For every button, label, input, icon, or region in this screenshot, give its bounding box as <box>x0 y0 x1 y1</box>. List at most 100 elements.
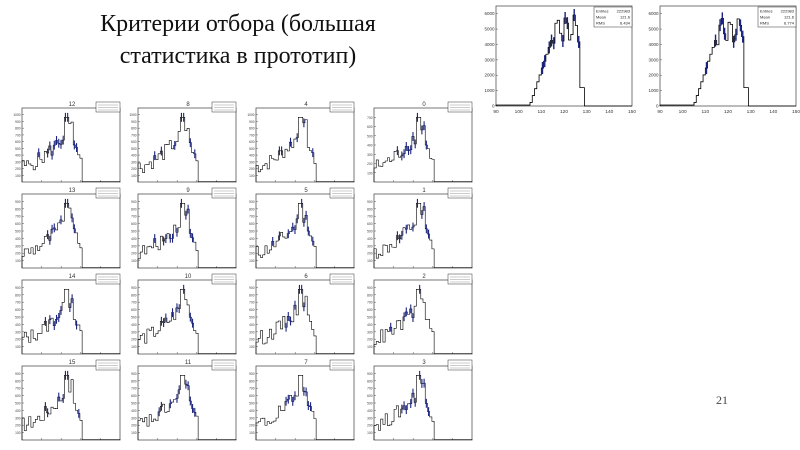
y-tick-label: 800 <box>249 293 255 297</box>
y-tick-label: 600 <box>131 222 137 226</box>
x-tick-label: 150 <box>792 109 800 115</box>
histogram-line <box>255 117 355 182</box>
y-tick-label: 100 <box>15 259 21 263</box>
histogram-panel-2: 2 100 200 300 400 500 600 700 800 900 <box>367 273 473 355</box>
y-tick-label: 5000 <box>484 27 495 32</box>
histogram-line <box>137 203 237 268</box>
stats-box <box>447 273 473 285</box>
x-tick-label: 100 <box>515 109 523 115</box>
stats-box <box>211 359 237 371</box>
stats-box <box>329 359 355 371</box>
y-tick-label: 800 <box>249 127 255 131</box>
stats-box <box>447 359 473 371</box>
panel-title: 7 <box>304 360 308 366</box>
panel-title: 6 <box>304 274 308 280</box>
y-tick-label: 600 <box>15 222 21 226</box>
y-tick-label: 500 <box>367 316 373 320</box>
histogram-line <box>373 203 473 268</box>
y-tick-label: 1000 <box>648 88 659 93</box>
y-tick-label: 300 <box>15 244 21 248</box>
y-tick-label: 100 <box>131 345 137 349</box>
stats-box <box>211 187 237 199</box>
y-tick-label: 700 <box>15 387 21 391</box>
y-tick-label: 300 <box>15 160 21 164</box>
y-tick-label: 500 <box>367 230 373 234</box>
y-tick-label: 600 <box>367 308 373 312</box>
panel-title: 10 <box>185 274 192 280</box>
y-tick-label: 100 <box>15 345 21 349</box>
panel-title: 2 <box>422 274 426 280</box>
y-tick-label: 800 <box>15 293 21 297</box>
stats-value: 6.774 <box>784 21 795 26</box>
y-tick-label: 100 <box>131 431 137 435</box>
y-tick-label: 300 <box>249 416 255 420</box>
histogram-panel-12: 12 100 200 300 400 500 600 700 800 900 1000 <box>13 101 121 183</box>
y-tick-label: 400 <box>15 154 21 158</box>
y-tick-label: 2000 <box>484 73 495 78</box>
y-tick-label: 1000 <box>247 113 254 117</box>
stats-box <box>211 273 237 285</box>
plot-frame <box>659 5 797 107</box>
y-tick-label: 700 <box>249 387 255 391</box>
histogram-panel-5: 5 100 200 300 400 500 600 700 800 900 <box>249 187 355 269</box>
y-tick-label: 400 <box>367 144 373 148</box>
y-tick-label: 800 <box>131 207 137 211</box>
plot-frame <box>373 365 473 441</box>
y-tick-label: 400 <box>131 154 137 158</box>
y-tick-label: 900 <box>131 200 137 204</box>
panel-title: 5 <box>304 188 308 194</box>
histogram-line <box>255 203 355 268</box>
y-tick-label: 600 <box>249 308 255 312</box>
plot-frame <box>21 193 121 269</box>
panel-title: 0 <box>422 102 426 108</box>
y-tick-label: 200 <box>367 424 373 428</box>
y-tick-label: 700 <box>249 133 255 137</box>
y-tick-label: 5000 <box>648 27 659 32</box>
y-tick-label: 200 <box>15 252 21 256</box>
y-tick-label: 3000 <box>484 57 495 62</box>
y-tick-label: 700 <box>131 215 137 219</box>
y-tick-label: 300 <box>131 416 137 420</box>
histogram-line <box>373 375 473 440</box>
x-tick-label: 140 <box>605 109 613 115</box>
stats-label: Entries <box>596 9 608 14</box>
histogram-line <box>137 289 237 354</box>
y-tick-label: 300 <box>15 330 21 334</box>
stats-label: Mean <box>760 15 770 20</box>
histogram-line <box>373 289 473 354</box>
y-tick-label: 900 <box>131 286 137 290</box>
y-tick-label: 100 <box>367 171 373 175</box>
x-tick-label: 90 <box>493 109 499 115</box>
histogram-panel-6: 6 100 200 300 400 500 600 700 800 900 <box>249 273 355 355</box>
stats-box <box>329 187 355 199</box>
stats-box: Entries 222983 Mean 121.6 RMS 6.434 <box>593 6 633 28</box>
stats-box <box>211 101 237 113</box>
y-tick-label: 600 <box>249 222 255 226</box>
y-tick-label: 400 <box>249 154 255 158</box>
y-tick-label: 600 <box>131 394 137 398</box>
histogram-line <box>137 117 237 182</box>
y-tick-label: 400 <box>15 409 21 413</box>
x-tick-label: 120 <box>724 109 732 115</box>
y-tick-label: 2000 <box>648 73 659 78</box>
y-tick-label: 0 <box>492 104 495 109</box>
histogram-panel-4: 4 100 200 300 400 500 600 700 800 900 1000 <box>247 101 355 183</box>
y-tick-label: 600 <box>367 394 373 398</box>
y-tick-label: 200 <box>15 424 21 428</box>
panel-title: 4 <box>304 102 308 108</box>
y-tick-label: 300 <box>131 244 137 248</box>
histogram-panel-7: 7 100 200 300 400 500 600 700 800 900 <box>249 359 355 441</box>
histogram-line <box>373 117 473 182</box>
y-tick-label: 100 <box>15 174 21 178</box>
y-tick-label: 800 <box>249 207 255 211</box>
stats-value: 121.6 <box>620 15 631 20</box>
panel-title: 9 <box>186 188 190 194</box>
plot-frame <box>373 193 473 269</box>
y-tick-label: 900 <box>15 286 21 290</box>
y-tick-label: 900 <box>15 372 21 376</box>
panel-title: 8 <box>186 102 190 108</box>
y-tick-label: 700 <box>15 301 21 305</box>
y-tick-label: 400 <box>249 237 255 241</box>
y-tick-label: 600 <box>15 140 21 144</box>
y-tick-label: 700 <box>131 387 137 391</box>
